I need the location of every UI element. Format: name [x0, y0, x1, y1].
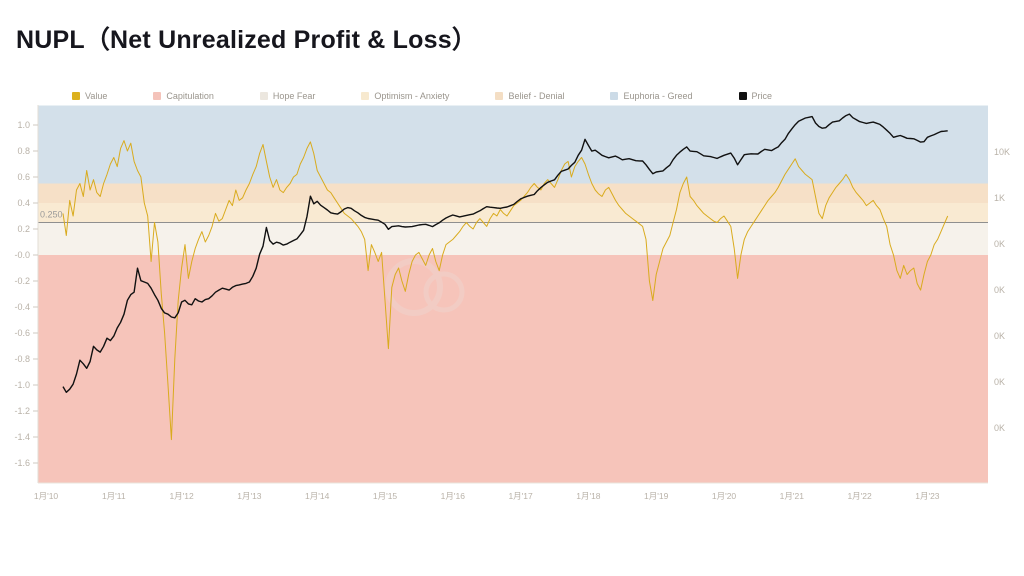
x-axis-label: 1月'12: [169, 491, 194, 501]
y-left-label: -1.4: [14, 432, 30, 442]
y-left-label: 0.6: [17, 172, 30, 182]
legend-swatch: [361, 92, 370, 100]
x-axis-label: 1月'15: [373, 491, 398, 501]
nupl-chart: Value Capitulation Hope Fear Optimism - Anx…: [0, 85, 1024, 555]
x-axis-label: 1月'11: [102, 491, 126, 501]
legend-swatch: [738, 92, 747, 100]
band-capitulation: [38, 255, 988, 483]
legend-swatch: [259, 92, 268, 100]
x-axis-label: 1月'14: [305, 491, 330, 501]
legend-label: Value: [85, 91, 108, 101]
x-axis-label: 1月'21: [780, 491, 805, 501]
legend-label: Price: [751, 91, 773, 101]
y-left-label: -1.2: [14, 406, 30, 416]
series-line-value: [62, 140, 949, 441]
legend-item-belief-denial[interactable]: Belief - Denial: [495, 91, 564, 101]
y-right-label: 0K: [994, 285, 1005, 295]
legend-swatch: [153, 92, 162, 100]
y-right-label: 0K: [994, 423, 1005, 433]
legend-item-euphoria-greed[interactable]: Euphoria - Greed: [610, 91, 693, 101]
y-left-label: 0.2: [17, 224, 30, 234]
legend-item-optimism-anxiety[interactable]: Optimism - Anxiety: [361, 91, 449, 101]
x-axis-label: 1月'16: [441, 491, 466, 501]
y-right-label: 0K: [994, 239, 1005, 249]
x-axis-label: 1月'13: [237, 491, 262, 501]
y-left-label: -0.0: [14, 250, 30, 260]
page-title: NUPL（Net Unrealized Profit & Loss）: [16, 26, 478, 54]
legend-label: Euphoria - Greed: [623, 91, 693, 101]
legend: Value Capitulation Hope Fear Optimism - Anx…: [72, 91, 772, 101]
legend-item-capitulation[interactable]: Capitulation: [153, 91, 214, 101]
series-line-price: [62, 113, 948, 393]
legend-item-price[interactable]: Price: [738, 91, 773, 101]
legend-label: Capitulation: [166, 91, 214, 101]
y-left-label: -1.0: [14, 380, 30, 390]
legend-label: Belief - Denial: [508, 91, 565, 101]
y-left-label: -0.6: [14, 328, 30, 338]
y-left-label: 0.4: [17, 198, 30, 208]
x-axis-label: 1月'22: [847, 491, 872, 501]
x-axis-label: 1月'23: [915, 491, 940, 501]
y-right-label: 0K: [994, 377, 1005, 387]
y-left-label: 1.0: [17, 120, 30, 130]
x-axis-label: 1月'20: [712, 491, 737, 501]
band-euphoria-greed: [38, 105, 988, 184]
band-hope-fear: [38, 222, 988, 255]
legend-swatch: [610, 92, 619, 100]
y-right-label: 10K: [994, 147, 1010, 157]
x-axis-label: 1月'18: [576, 491, 601, 501]
nupl-chart-svg[interactable]: 0.250 1.0 0.8 0.6 0.4 0.2 -0.0 -0.2 -0.4 -0.6 -0.8…: [0, 85, 1024, 525]
y-left-label: -0.2: [14, 276, 30, 286]
legend-swatch: [495, 92, 504, 100]
y-left-label: -1.6: [14, 458, 30, 468]
y-left-label: -0.4: [14, 302, 30, 312]
legend-label: Hope Fear: [272, 91, 316, 101]
band-belief-denial: [38, 183, 988, 203]
band-optimism-anxiety: [38, 203, 988, 223]
y-right-label: 0K: [994, 331, 1005, 341]
y-right-label: 1K: [994, 193, 1005, 203]
legend-label: Optimism - Anxiety: [374, 91, 450, 101]
y-left-label: 0.8: [17, 146, 30, 156]
x-axis-label: 1月'10: [34, 491, 59, 501]
legend-swatch: [72, 92, 80, 100]
watermark-circle: [423, 271, 465, 313]
watermark-logo: [385, 258, 465, 316]
legend-item-value[interactable]: Value: [72, 91, 107, 101]
watermark-circle: [385, 258, 443, 316]
legend-item-hope-fear[interactable]: Hope Fear: [259, 91, 316, 101]
threshold-label: 0.250: [40, 210, 63, 220]
y-left-label: -0.8: [14, 354, 30, 364]
x-axis-label: 1月'19: [644, 491, 669, 501]
x-axis-label: 1月'17: [508, 491, 533, 501]
